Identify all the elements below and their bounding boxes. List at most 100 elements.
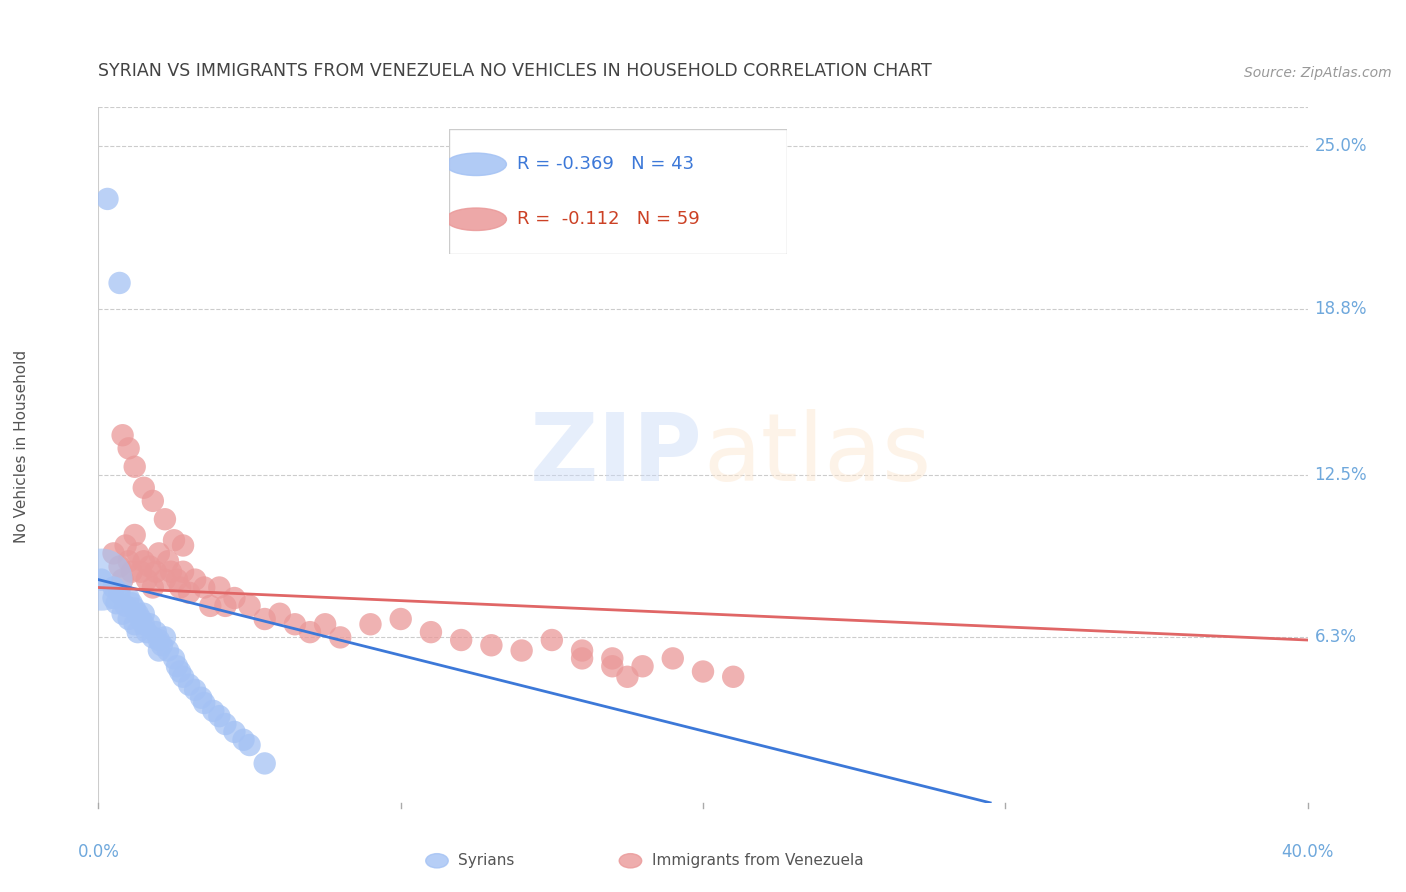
Point: [142, 631, 165, 645]
Point: [118, 591, 141, 605]
Point: [111, 428, 134, 442]
Point: [184, 682, 207, 697]
Point: [450, 633, 472, 648]
Point: [571, 643, 593, 657]
Point: [163, 533, 186, 548]
Point: [232, 732, 254, 747]
Point: [132, 481, 155, 495]
Point: [111, 607, 134, 621]
Point: [148, 546, 170, 560]
Point: [177, 586, 201, 600]
Point: [135, 573, 157, 587]
Point: [721, 670, 744, 684]
Point: [90, 573, 112, 587]
Point: [208, 709, 231, 723]
Point: [602, 659, 624, 673]
Point: [169, 665, 191, 679]
Point: [118, 442, 141, 456]
Text: atlas: atlas: [703, 409, 931, 501]
Point: [299, 625, 322, 640]
Point: [540, 633, 562, 648]
Point: [132, 617, 155, 632]
Point: [103, 546, 125, 560]
Point: [153, 512, 176, 526]
Point: [284, 617, 307, 632]
Point: [631, 659, 654, 673]
Point: [132, 607, 155, 621]
Text: 25.0%: 25.0%: [1315, 137, 1367, 155]
Text: 6.3%: 6.3%: [1315, 628, 1357, 647]
Point: [139, 559, 162, 574]
Point: [172, 539, 194, 553]
Point: [153, 573, 176, 587]
FancyBboxPatch shape: [449, 129, 786, 254]
Point: [177, 678, 201, 692]
Point: [142, 581, 165, 595]
Point: [172, 565, 194, 579]
Point: [127, 607, 149, 621]
Circle shape: [446, 153, 506, 176]
Point: [132, 554, 155, 568]
Point: [169, 581, 191, 595]
Point: [314, 617, 336, 632]
Point: [184, 573, 207, 587]
Point: [190, 690, 212, 705]
Point: [208, 581, 231, 595]
Point: [127, 546, 149, 560]
Point: [389, 612, 412, 626]
Point: [172, 670, 194, 684]
Point: [616, 670, 638, 684]
Point: [166, 659, 188, 673]
Point: [111, 573, 134, 587]
Point: [105, 596, 128, 610]
Point: [360, 617, 382, 632]
Point: [193, 581, 215, 595]
Point: [114, 599, 136, 613]
Point: [481, 638, 503, 652]
Text: SYRIAN VS IMMIGRANTS FROM VENEZUELA NO VEHICLES IN HOUSEHOLD CORRELATION CHART: SYRIAN VS IMMIGRANTS FROM VENEZUELA NO V…: [98, 62, 932, 80]
Text: Immigrants from Venezuela: Immigrants from Venezuela: [651, 854, 863, 868]
Text: ZIP: ZIP: [530, 409, 703, 501]
Point: [419, 625, 441, 640]
Point: [253, 612, 276, 626]
Point: [214, 599, 236, 613]
Text: R =  -0.112   N = 59: R = -0.112 N = 59: [516, 211, 699, 228]
Point: [224, 725, 246, 739]
Point: [602, 651, 624, 665]
Point: [661, 651, 683, 665]
Text: 12.5%: 12.5%: [1315, 466, 1367, 483]
Point: [124, 528, 146, 542]
Point: [103, 591, 125, 605]
Point: [239, 738, 262, 752]
Point: [329, 631, 352, 645]
Point: [90, 573, 112, 587]
Point: [108, 559, 131, 574]
Text: R = -0.369   N = 43: R = -0.369 N = 43: [516, 155, 693, 173]
Point: [103, 581, 125, 595]
Point: [239, 599, 262, 613]
Point: [148, 633, 170, 648]
Point: [108, 276, 131, 290]
Point: [121, 596, 143, 610]
Point: [156, 643, 179, 657]
Text: No Vehicles in Household: No Vehicles in Household: [14, 350, 28, 542]
Text: 40.0%: 40.0%: [1281, 843, 1334, 861]
Text: 18.8%: 18.8%: [1315, 301, 1367, 318]
Point: [118, 612, 141, 626]
Point: [200, 599, 222, 613]
Point: [202, 704, 225, 718]
Point: [145, 625, 167, 640]
Point: [139, 617, 162, 632]
Point: [135, 625, 157, 640]
Point: [145, 565, 167, 579]
Point: [118, 554, 141, 568]
Circle shape: [446, 208, 506, 230]
Point: [129, 565, 152, 579]
Point: [224, 591, 246, 605]
Point: [121, 565, 143, 579]
Point: [124, 601, 146, 615]
Text: Source: ZipAtlas.com: Source: ZipAtlas.com: [1244, 66, 1392, 80]
Point: [571, 651, 593, 665]
Point: [148, 643, 170, 657]
Point: [96, 192, 118, 206]
